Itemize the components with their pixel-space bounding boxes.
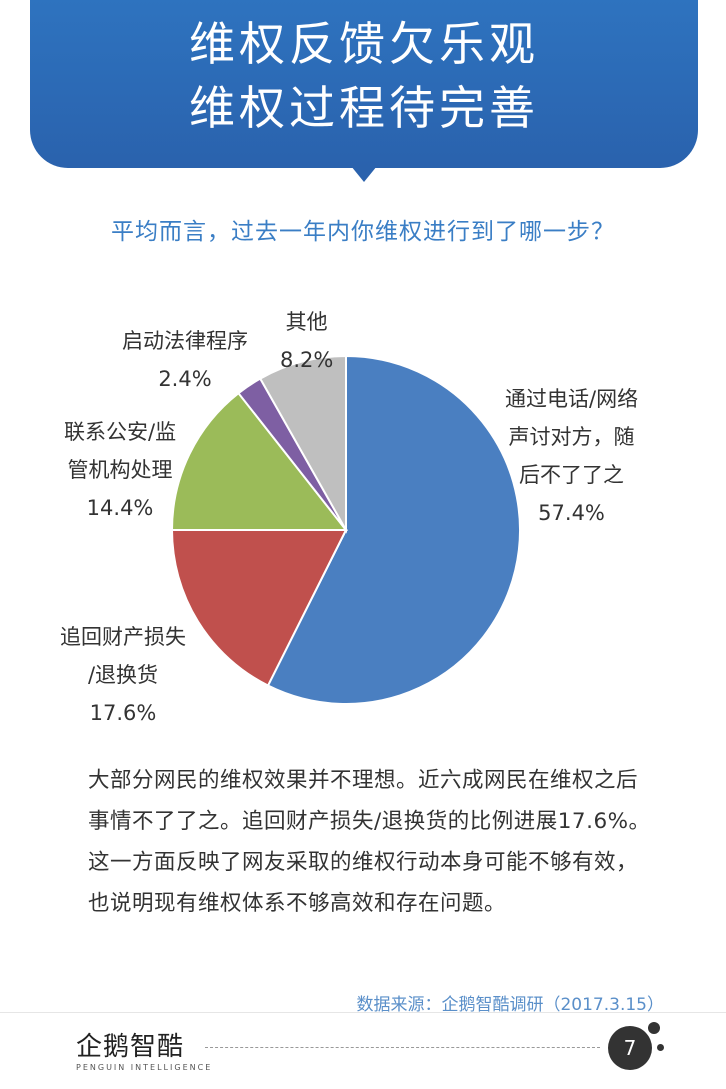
footer-divider xyxy=(0,1012,726,1013)
slice-label-line: 声讨对方，随 xyxy=(508,425,635,449)
brand-logo: 企鹅智酷 PENGUIN INTELLIGENCE xyxy=(76,1026,210,1082)
pie-slice-1 xyxy=(170,529,348,687)
slice-label-police: 联系公安/监 管机构处理 14.4% xyxy=(64,413,176,527)
header-banner xyxy=(30,0,698,168)
decor-dot-small xyxy=(657,1044,664,1051)
logo-text: 企鹅智酷 xyxy=(76,1032,185,1062)
slice-label-line: 追回财产损失 xyxy=(60,625,186,649)
slice-pct-label: 8.2% xyxy=(280,348,334,372)
data-source: 数据来源：企鹅智酷调研（2017.3.15） xyxy=(356,995,664,1015)
logo-subtitle: PENGUIN INTELLIGENCE xyxy=(76,1063,213,1072)
slice-label-phone-online: 通过电话/网络 声讨对方，随 后不了了之 57.4% xyxy=(505,380,638,532)
decor-dot-large xyxy=(648,1022,660,1034)
slice-label-line: 启动法律程序 xyxy=(122,329,248,353)
survey-question: 平均而言，过去一年内你维权进行到了哪一步？ xyxy=(111,219,615,245)
slice-label-line: 其他 xyxy=(285,310,328,334)
footer-dashed-line xyxy=(205,1047,600,1048)
slice-label-line: 联系公安/监 xyxy=(64,420,177,444)
slice-label-legal: 启动法律程序 2.4% xyxy=(122,322,248,398)
slice-label-line: 通过电话/网络 xyxy=(505,387,639,411)
banner-pointer xyxy=(351,166,377,182)
pie-chart xyxy=(170,354,521,705)
slice-label-other: 其他 8.2% xyxy=(280,303,333,379)
page-title-line2: 维权过程待完善 xyxy=(189,81,539,135)
pie-slice-4 xyxy=(258,354,347,534)
slice-pct-label: 2.4% xyxy=(158,367,212,391)
page-number: 7 xyxy=(608,1026,652,1070)
page-title-line1: 维权反馈欠乐观 xyxy=(189,17,539,71)
slice-pct-label: 17.6% xyxy=(89,701,157,725)
slice-pct-label: 14.4% xyxy=(86,496,154,520)
slice-pct-label: 57.4% xyxy=(538,501,605,525)
slice-label-line: 后不了了之 xyxy=(519,463,625,487)
pie-slice-2 xyxy=(170,391,349,531)
slice-label-line: /退换货 xyxy=(87,663,159,687)
pie-slice-0 xyxy=(266,354,521,705)
slice-label-recover-loss: 追回财产损失 /退换货 17.6% xyxy=(60,618,186,732)
slice-label-line: 管机构处理 xyxy=(67,458,173,482)
summary-paragraph: 大部分网民的维权效果并不理想。近六成网民在维权之后事情不了了之。追回财产损失/退… xyxy=(88,768,651,916)
